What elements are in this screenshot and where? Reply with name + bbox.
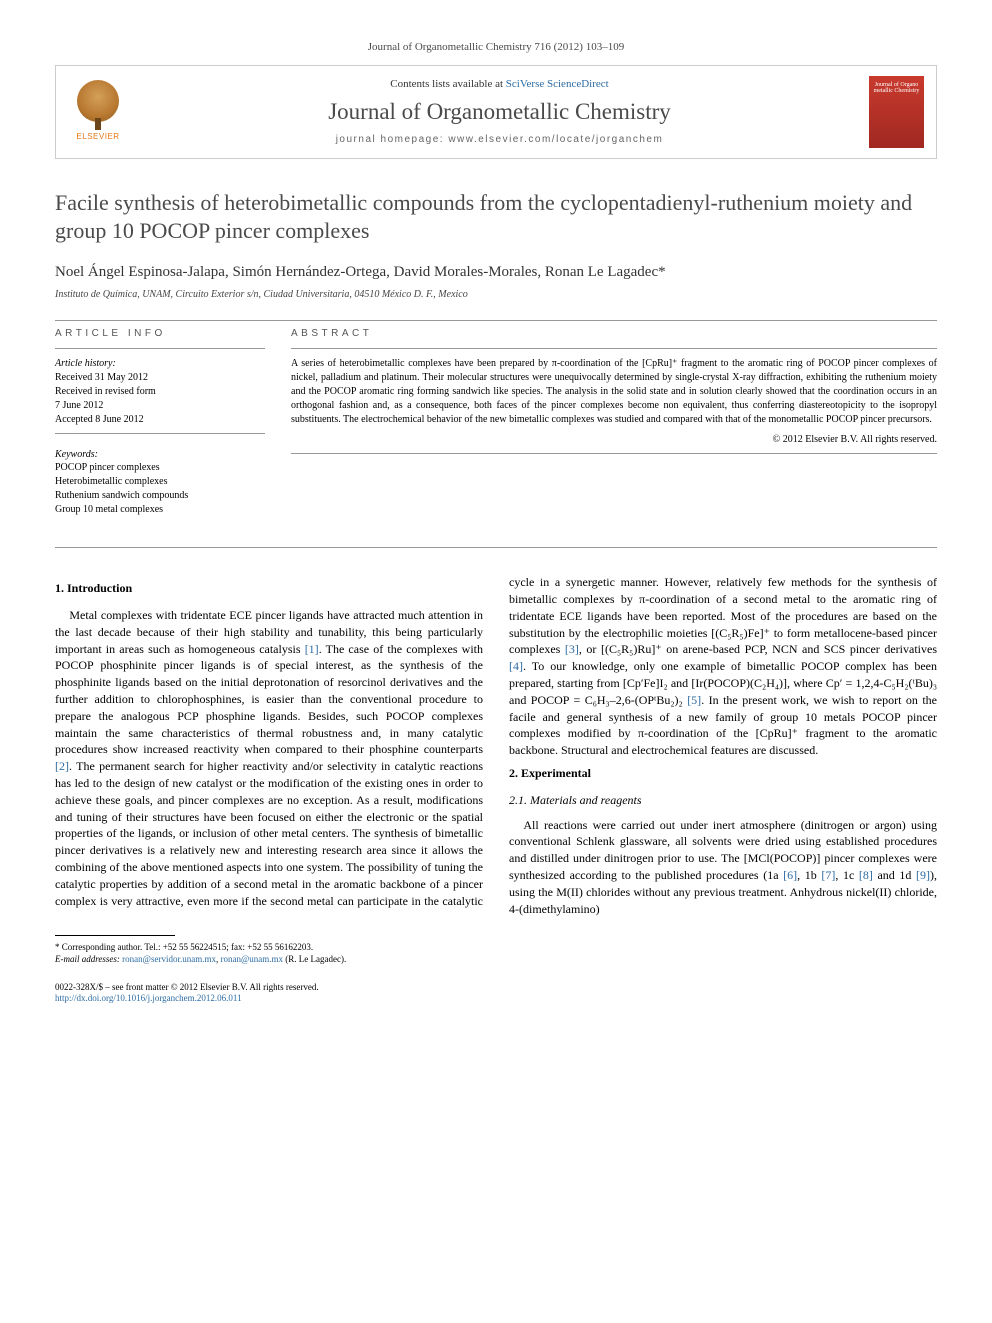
divider (55, 320, 937, 321)
received-date: Received 31 May 2012 (55, 371, 265, 385)
homepage-line: journal homepage: www.elsevier.com/locat… (142, 133, 857, 147)
doi-link[interactable]: http://dx.doi.org/10.1016/j.jorganchem.2… (55, 993, 242, 1003)
citation-ref[interactable]: [6] (783, 868, 797, 882)
keywords-label: Keywords: (55, 448, 265, 462)
article-history-label: Article history: (55, 357, 265, 371)
abstract-copyright: © 2012 Elsevier B.V. All rights reserved… (291, 433, 937, 447)
accepted-date: Accepted 8 June 2012 (55, 413, 265, 427)
footnotes: * Corresponding author. Tel.: +52 55 562… (55, 942, 937, 965)
citation-line: Journal of Organometallic Chemistry 716 … (55, 40, 937, 55)
corresponding-author-note: * Corresponding author. Tel.: +52 55 562… (55, 942, 937, 954)
header-center: Contents lists available at SciVerse Sci… (142, 77, 857, 146)
body-text: 1. Introduction Metal complexes with tri… (55, 574, 937, 917)
citation-ref[interactable]: [4] (509, 659, 523, 673)
citation-ref[interactable]: [5] (687, 693, 701, 707)
revised-label: Received in revised form (55, 385, 265, 399)
keyword: Group 10 metal complexes (55, 503, 265, 517)
homepage-label: journal homepage: (336, 134, 449, 145)
citation-ref[interactable]: [8] (859, 868, 873, 882)
divider (55, 547, 937, 548)
divider (291, 348, 937, 349)
bottom-matter: 0022-328X/$ – see front matter © 2012 El… (55, 982, 937, 1005)
divider (291, 453, 937, 454)
elsevier-tree-icon (77, 80, 119, 122)
section-heading-experimental: 2. Experimental (509, 765, 937, 782)
sciencedirect-link[interactable]: SciVerse ScienceDirect (506, 78, 609, 90)
materials-paragraph: All reactions were carried out under ine… (509, 817, 937, 918)
email-link[interactable]: ronan@servidor.unam.mx (122, 954, 216, 964)
abstract-text: A series of heterobimetallic complexes h… (291, 357, 937, 427)
elsevier-label: ELSEVIER (76, 132, 119, 143)
author-list: Noel Ángel Espinosa-Jalapa, Simón Hernán… (55, 262, 937, 282)
journal-name: Journal of Organometallic Chemistry (142, 96, 857, 127)
subsection-heading-materials: 2.1. Materials and reagents (509, 792, 937, 809)
keyword: Heterobimetallic complexes (55, 475, 265, 489)
email-line: E-mail addresses: ronan@servidor.unam.mx… (55, 954, 937, 966)
keyword: Ruthenium sandwich compounds (55, 489, 265, 503)
divider (55, 348, 265, 349)
footnote-separator (55, 935, 175, 936)
email-link[interactable]: ronan@unam.mx (220, 954, 283, 964)
divider (55, 433, 265, 434)
keyword: POCOP pincer complexes (55, 461, 265, 475)
citation-ref[interactable]: [9] (916, 868, 930, 882)
cover-text: Journal of Organo metallic Chemistry (869, 82, 924, 95)
citation-ref[interactable]: [1] (305, 642, 319, 656)
elsevier-logo: ELSEVIER (68, 78, 128, 146)
journal-cover-thumbnail: Journal of Organo metallic Chemistry (869, 76, 924, 148)
homepage-url[interactable]: www.elsevier.com/locate/jorganchem (448, 134, 663, 145)
email-tail: (R. Le Lagadec). (283, 954, 346, 964)
issn-line: 0022-328X/$ – see front matter © 2012 El… (55, 982, 937, 994)
citation-ref[interactable]: [2] (55, 759, 69, 773)
contents-prefix: Contents lists available at (390, 78, 505, 90)
journal-header: ELSEVIER Contents lists available at Sci… (55, 65, 937, 159)
citation-ref[interactable]: [7] (821, 868, 835, 882)
section-heading-introduction: 1. Introduction (55, 580, 483, 597)
affiliation: Instituto de Química, UNAM, Circuito Ext… (55, 288, 937, 302)
article-info-block: ARTICLE INFO Article history: Received 3… (55, 327, 265, 518)
article-info-label: ARTICLE INFO (55, 327, 265, 341)
abstract-block: ABSTRACT A series of heterobimetallic co… (291, 327, 937, 518)
citation-ref[interactable]: [3] (565, 642, 579, 656)
revised-date: 7 June 2012 (55, 399, 265, 413)
email-label: E-mail addresses: (55, 954, 122, 964)
abstract-label: ABSTRACT (291, 327, 937, 341)
contents-list-line: Contents lists available at SciVerse Sci… (142, 77, 857, 92)
article-title: Facile synthesis of heterobimetallic com… (55, 189, 937, 246)
